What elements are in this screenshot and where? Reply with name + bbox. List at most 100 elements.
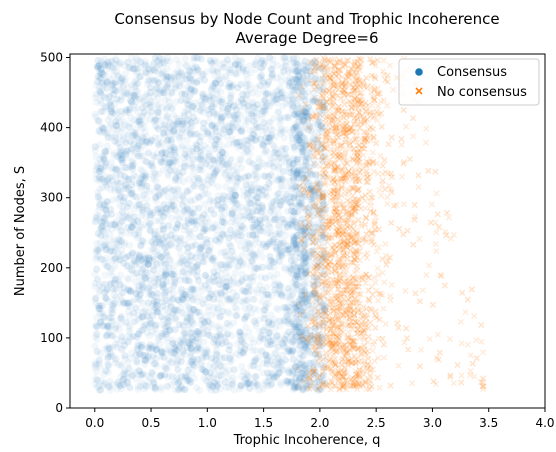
- consensus-point: [130, 171, 138, 179]
- consensus-point: [290, 95, 298, 104]
- consensus-point: [134, 295, 142, 303]
- consensus-point: [92, 113, 100, 121]
- consensus-point: [204, 307, 212, 315]
- consensus-point: [279, 168, 287, 176]
- consensus-point: [177, 373, 186, 381]
- consensus-point: [178, 126, 186, 134]
- consensus-point: [193, 54, 201, 62]
- consensus-point: [264, 78, 272, 86]
- consensus-point: [129, 332, 137, 340]
- consensus-point: [299, 167, 307, 175]
- consensus-point: [94, 276, 102, 284]
- consensus-point: [117, 271, 125, 279]
- consensus-point: [217, 289, 225, 297]
- consensus-point: [208, 103, 216, 111]
- consensus-point: [195, 193, 203, 202]
- consensus-point: [140, 238, 148, 246]
- consensus-point: [213, 113, 222, 121]
- consensus-point: [237, 232, 246, 240]
- consensus-point: [133, 359, 141, 367]
- consensus-point: [279, 366, 287, 374]
- consensus-point: [253, 114, 261, 122]
- consensus-point: [96, 128, 104, 137]
- consensus-point: [244, 172, 252, 180]
- consensus-point: [151, 153, 159, 161]
- consensus-point: [318, 337, 326, 345]
- chart-title: Consensus by Node Count and Trophic Inco…: [114, 10, 499, 28]
- consensus-point: [157, 253, 166, 261]
- consensus-point: [143, 206, 151, 214]
- consensus-point: [313, 181, 322, 189]
- consensus-point: [176, 72, 184, 80]
- consensus-point: [243, 309, 251, 318]
- consensus-point: [277, 78, 286, 86]
- consensus-point: [142, 356, 150, 364]
- consensus-point: [203, 156, 211, 165]
- consensus-point: [250, 317, 258, 325]
- consensus-point: [97, 66, 105, 74]
- consensus-point: [254, 90, 262, 98]
- consensus-point: [271, 216, 279, 224]
- consensus-point: [163, 64, 171, 72]
- consensus-point: [174, 385, 182, 394]
- consensus-point: [150, 262, 158, 270]
- consensus-point: [181, 385, 189, 394]
- consensus-point: [140, 255, 148, 263]
- consensus-point: [136, 152, 144, 160]
- consensus-point: [118, 227, 126, 235]
- consensus-point: [113, 240, 121, 248]
- consensus-point: [230, 274, 238, 282]
- consensus-point: [292, 281, 300, 289]
- consensus-point: [163, 382, 171, 390]
- consensus-point: [151, 274, 160, 282]
- consensus-point: [191, 225, 199, 233]
- consensus-point: [120, 341, 128, 349]
- consensus-point: [302, 298, 310, 306]
- consensus-point: [170, 289, 178, 297]
- consensus-point: [155, 108, 163, 117]
- consensus-point: [93, 98, 101, 106]
- consensus-point: [273, 289, 281, 297]
- consensus-point: [218, 340, 226, 348]
- consensus-point: [194, 277, 203, 285]
- consensus-point: [226, 256, 234, 264]
- consensus-point: [289, 76, 297, 84]
- consensus-point: [265, 221, 273, 230]
- consensus-point: [147, 98, 155, 106]
- consensus-point: [91, 321, 100, 329]
- consensus-point: [244, 372, 252, 380]
- consensus-point: [112, 177, 121, 185]
- consensus-point: [145, 65, 153, 73]
- consensus-point: [263, 283, 271, 291]
- consensus-point: [200, 318, 209, 326]
- consensus-point: [271, 286, 279, 294]
- consensus-point: [154, 183, 162, 191]
- consensus-point: [200, 142, 208, 150]
- consensus-point: [125, 123, 133, 131]
- consensus-point: [160, 245, 168, 253]
- consensus-point: [252, 354, 260, 362]
- consensus-point: [193, 344, 201, 352]
- consensus-point: [232, 350, 241, 358]
- consensus-point: [116, 107, 124, 115]
- consensus-point: [209, 254, 217, 262]
- consensus-point: [181, 276, 189, 284]
- consensus-point: [299, 323, 307, 331]
- consensus-point: [155, 170, 163, 178]
- consensus-point: [239, 261, 247, 269]
- consensus-point: [266, 125, 274, 133]
- consensus-point: [102, 104, 110, 112]
- consensus-point: [288, 77, 296, 86]
- consensus-point: [196, 386, 204, 395]
- consensus-point: [305, 219, 313, 227]
- consensus-point: [260, 119, 268, 127]
- consensus-point: [309, 332, 317, 340]
- consensus-point: [190, 155, 198, 163]
- consensus-point: [185, 234, 193, 242]
- consensus-point: [210, 273, 218, 281]
- consensus-point: [218, 98, 226, 106]
- consensus-point: [93, 330, 101, 338]
- consensus-point: [145, 343, 153, 352]
- consensus-point: [164, 322, 172, 330]
- consensus-point: [115, 186, 123, 194]
